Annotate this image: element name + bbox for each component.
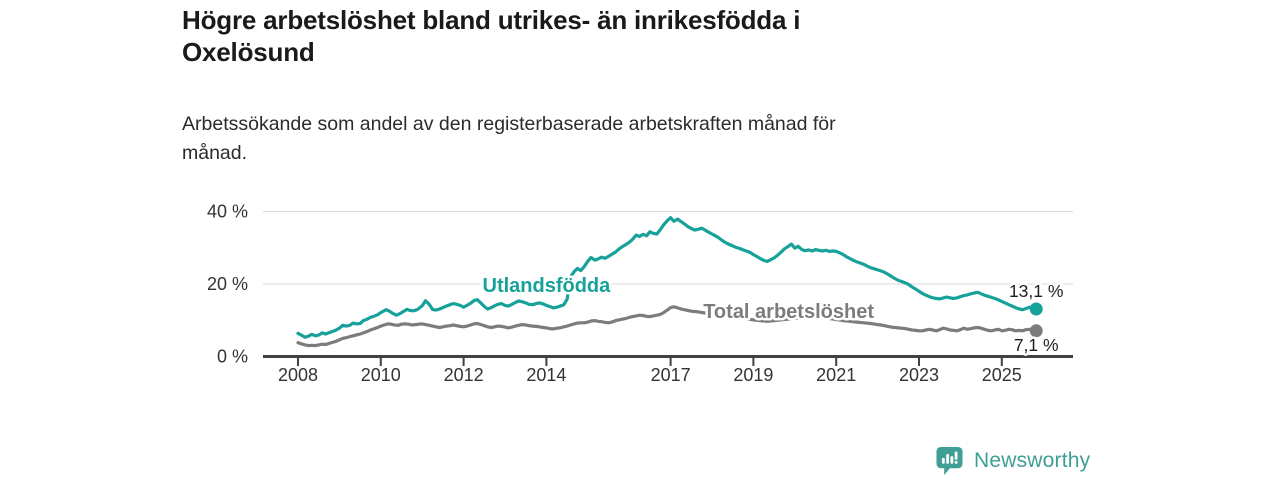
brand-name: Newsworthy bbox=[974, 449, 1091, 472]
x-tick-label-2021: 2021 bbox=[816, 365, 856, 385]
series-endpoint-utlandsfodda bbox=[1029, 302, 1043, 316]
end-value-label-utlandsfodda: 13,1 % bbox=[1009, 281, 1063, 301]
x-tick-label-2019: 2019 bbox=[733, 365, 773, 385]
logo-exclamation-bar bbox=[954, 451, 958, 460]
logo-bar-2 bbox=[946, 453, 950, 464]
series-label-utlandsfodda: Utlandsfödda bbox=[483, 275, 612, 297]
newsworthy-logo[interactable]: Newsworthy bbox=[936, 446, 1090, 476]
logo-bubble-shape bbox=[936, 447, 963, 475]
x-tick-label-2017: 2017 bbox=[651, 365, 691, 385]
series-line-utlandsfodda bbox=[296, 216, 1038, 339]
y-tick-label-20: 20 % bbox=[207, 274, 248, 294]
page-subtitle-line1: Arbetssökande som andel av den registerb… bbox=[182, 113, 836, 135]
x-tick-label-2014: 2014 bbox=[526, 365, 566, 385]
end-value-label-total: 7,1 % bbox=[1014, 335, 1059, 355]
series-line-total bbox=[296, 305, 1038, 348]
x-tick-label-2025: 2025 bbox=[982, 365, 1022, 385]
page-title-line2: Oxelösund bbox=[182, 37, 315, 67]
y-tick-label-40: 40 % bbox=[207, 202, 248, 222]
x-tick-label-2012: 2012 bbox=[444, 365, 484, 385]
y-tick-label-0: 0 % bbox=[217, 347, 248, 367]
x-tick-label-2010: 2010 bbox=[361, 365, 401, 385]
x-tick-label-2008: 2008 bbox=[278, 365, 318, 385]
series-endpoint-total bbox=[1029, 324, 1043, 338]
series-label-total: Total arbetslöshet bbox=[703, 301, 874, 323]
page-title: Högre arbetslöshet bland utrikes- än inr… bbox=[182, 4, 1002, 68]
x-tick-label-2023: 2023 bbox=[899, 365, 939, 385]
page-subtitle-line2: månad. bbox=[182, 142, 248, 164]
logo-exclamation-dot bbox=[954, 460, 958, 464]
newsworthy-logo-icon bbox=[936, 447, 963, 475]
logo-bar-3 bbox=[950, 456, 954, 464]
logo-bar-1 bbox=[941, 457, 945, 464]
page-title-line1: Högre arbetslöshet bland utrikes- än inr… bbox=[182, 5, 801, 35]
page-subtitle: Arbetssökande som andel av den registerb… bbox=[182, 110, 1062, 168]
